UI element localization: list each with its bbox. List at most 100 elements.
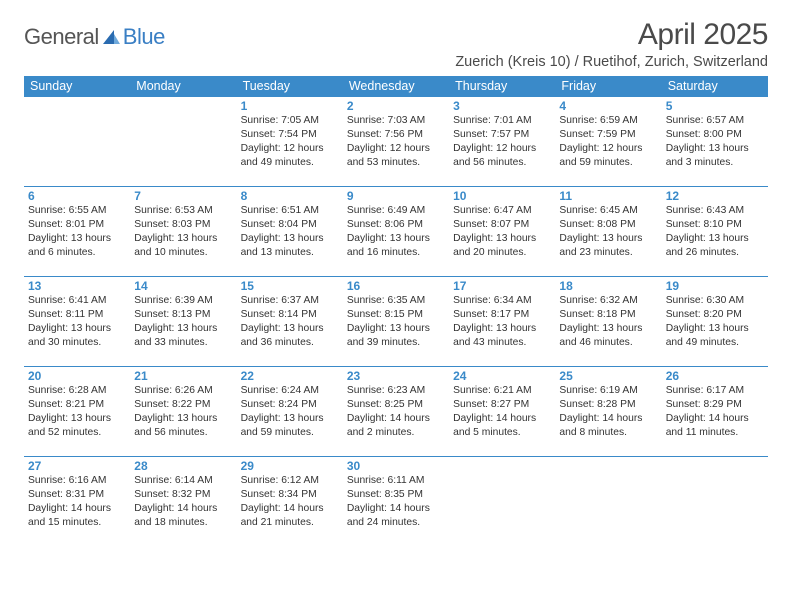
- day-info: Sunrise: 6:19 AMSunset: 8:28 PMDaylight:…: [559, 384, 657, 440]
- calendar-cell: 18Sunrise: 6:32 AMSunset: 8:18 PMDayligh…: [555, 277, 661, 367]
- day-number: 7: [134, 189, 232, 203]
- calendar-cell: 30Sunrise: 6:11 AMSunset: 8:35 PMDayligh…: [343, 457, 449, 547]
- day-info: Sunrise: 6:35 AMSunset: 8:15 PMDaylight:…: [347, 294, 445, 350]
- day-number: 9: [347, 189, 445, 203]
- calendar-cell: 3Sunrise: 7:01 AMSunset: 7:57 PMDaylight…: [449, 97, 555, 187]
- calendar-cell: 28Sunrise: 6:14 AMSunset: 8:32 PMDayligh…: [130, 457, 236, 547]
- calendar-cell: 14Sunrise: 6:39 AMSunset: 8:13 PMDayligh…: [130, 277, 236, 367]
- calendar-row: 6Sunrise: 6:55 AMSunset: 8:01 PMDaylight…: [24, 187, 768, 277]
- day-info: Sunrise: 6:59 AMSunset: 7:59 PMDaylight:…: [559, 114, 657, 170]
- day-number: 11: [559, 189, 657, 203]
- day-number: 17: [453, 279, 551, 293]
- calendar-table: SundayMondayTuesdayWednesdayThursdayFrid…: [24, 76, 768, 547]
- day-info: Sunrise: 7:03 AMSunset: 7:56 PMDaylight:…: [347, 114, 445, 170]
- day-info: Sunrise: 6:26 AMSunset: 8:22 PMDaylight:…: [134, 384, 232, 440]
- day-number: 1: [241, 99, 339, 113]
- day-info: Sunrise: 6:14 AMSunset: 8:32 PMDaylight:…: [134, 474, 232, 530]
- day-number: 25: [559, 369, 657, 383]
- day-number: 4: [559, 99, 657, 113]
- day-number: 27: [28, 459, 126, 473]
- day-info: Sunrise: 6:11 AMSunset: 8:35 PMDaylight:…: [347, 474, 445, 530]
- day-info: Sunrise: 6:23 AMSunset: 8:25 PMDaylight:…: [347, 384, 445, 440]
- day-header: Tuesday: [237, 76, 343, 97]
- day-number: 19: [666, 279, 764, 293]
- calendar-cell: 26Sunrise: 6:17 AMSunset: 8:29 PMDayligh…: [662, 367, 768, 457]
- calendar-cell: 12Sunrise: 6:43 AMSunset: 8:10 PMDayligh…: [662, 187, 768, 277]
- day-number: 21: [134, 369, 232, 383]
- day-header: Friday: [555, 76, 661, 97]
- calendar-row: 20Sunrise: 6:28 AMSunset: 8:21 PMDayligh…: [24, 367, 768, 457]
- day-info: Sunrise: 6:32 AMSunset: 8:18 PMDaylight:…: [559, 294, 657, 350]
- calendar-cell: 19Sunrise: 6:30 AMSunset: 8:20 PMDayligh…: [662, 277, 768, 367]
- day-number: 15: [241, 279, 339, 293]
- day-number: 20: [28, 369, 126, 383]
- calendar-cell: [555, 457, 661, 547]
- day-info: Sunrise: 6:47 AMSunset: 8:07 PMDaylight:…: [453, 204, 551, 260]
- calendar-cell: 8Sunrise: 6:51 AMSunset: 8:04 PMDaylight…: [237, 187, 343, 277]
- calendar-cell: 24Sunrise: 6:21 AMSunset: 8:27 PMDayligh…: [449, 367, 555, 457]
- calendar-body: 1Sunrise: 7:05 AMSunset: 7:54 PMDaylight…: [24, 97, 768, 547]
- day-info: Sunrise: 6:41 AMSunset: 8:11 PMDaylight:…: [28, 294, 126, 350]
- calendar-row: 1Sunrise: 7:05 AMSunset: 7:54 PMDaylight…: [24, 97, 768, 187]
- day-number: 30: [347, 459, 445, 473]
- calendar-cell: 22Sunrise: 6:24 AMSunset: 8:24 PMDayligh…: [237, 367, 343, 457]
- day-info: Sunrise: 6:49 AMSunset: 8:06 PMDaylight:…: [347, 204, 445, 260]
- day-number: 5: [666, 99, 764, 113]
- calendar-cell: 16Sunrise: 6:35 AMSunset: 8:15 PMDayligh…: [343, 277, 449, 367]
- calendar-cell: 6Sunrise: 6:55 AMSunset: 8:01 PMDaylight…: [24, 187, 130, 277]
- calendar-cell: [130, 97, 236, 187]
- calendar-cell: 5Sunrise: 6:57 AMSunset: 8:00 PMDaylight…: [662, 97, 768, 187]
- month-title: April 2025: [455, 18, 768, 52]
- day-number: 10: [453, 189, 551, 203]
- calendar-cell: [24, 97, 130, 187]
- day-number: 2: [347, 99, 445, 113]
- day-number: 8: [241, 189, 339, 203]
- day-info: Sunrise: 6:57 AMSunset: 8:00 PMDaylight:…: [666, 114, 764, 170]
- calendar-cell: [662, 457, 768, 547]
- calendar-cell: 23Sunrise: 6:23 AMSunset: 8:25 PMDayligh…: [343, 367, 449, 457]
- calendar-cell: 27Sunrise: 6:16 AMSunset: 8:31 PMDayligh…: [24, 457, 130, 547]
- day-info: Sunrise: 6:53 AMSunset: 8:03 PMDaylight:…: [134, 204, 232, 260]
- page-header: General Blue April 2025 Zuerich (Kreis 1…: [24, 18, 768, 70]
- day-number: 26: [666, 369, 764, 383]
- day-info: Sunrise: 6:34 AMSunset: 8:17 PMDaylight:…: [453, 294, 551, 350]
- day-number: 24: [453, 369, 551, 383]
- day-info: Sunrise: 6:21 AMSunset: 8:27 PMDaylight:…: [453, 384, 551, 440]
- day-number: 14: [134, 279, 232, 293]
- day-info: Sunrise: 6:43 AMSunset: 8:10 PMDaylight:…: [666, 204, 764, 260]
- calendar-cell: 20Sunrise: 6:28 AMSunset: 8:21 PMDayligh…: [24, 367, 130, 457]
- day-number: 28: [134, 459, 232, 473]
- title-block: April 2025 Zuerich (Kreis 10) / Ruetihof…: [455, 18, 768, 70]
- calendar-cell: 9Sunrise: 6:49 AMSunset: 8:06 PMDaylight…: [343, 187, 449, 277]
- calendar-cell: 7Sunrise: 6:53 AMSunset: 8:03 PMDaylight…: [130, 187, 236, 277]
- day-number: 16: [347, 279, 445, 293]
- day-number: 6: [28, 189, 126, 203]
- day-info: Sunrise: 6:39 AMSunset: 8:13 PMDaylight:…: [134, 294, 232, 350]
- day-info: Sunrise: 7:01 AMSunset: 7:57 PMDaylight:…: [453, 114, 551, 170]
- calendar-cell: 13Sunrise: 6:41 AMSunset: 8:11 PMDayligh…: [24, 277, 130, 367]
- day-number: 22: [241, 369, 339, 383]
- day-info: Sunrise: 6:37 AMSunset: 8:14 PMDaylight:…: [241, 294, 339, 350]
- calendar-cell: 4Sunrise: 6:59 AMSunset: 7:59 PMDaylight…: [555, 97, 661, 187]
- day-header: Monday: [130, 76, 236, 97]
- calendar-cell: 17Sunrise: 6:34 AMSunset: 8:17 PMDayligh…: [449, 277, 555, 367]
- calendar-cell: 2Sunrise: 7:03 AMSunset: 7:56 PMDaylight…: [343, 97, 449, 187]
- calendar-cell: [449, 457, 555, 547]
- day-header-row: SundayMondayTuesdayWednesdayThursdayFrid…: [24, 76, 768, 97]
- day-number: 3: [453, 99, 551, 113]
- calendar-cell: 11Sunrise: 6:45 AMSunset: 8:08 PMDayligh…: [555, 187, 661, 277]
- day-info: Sunrise: 6:17 AMSunset: 8:29 PMDaylight:…: [666, 384, 764, 440]
- brand-logo: General Blue: [24, 18, 165, 50]
- day-info: Sunrise: 6:45 AMSunset: 8:08 PMDaylight:…: [559, 204, 657, 260]
- day-header: Sunday: [24, 76, 130, 97]
- calendar-cell: 21Sunrise: 6:26 AMSunset: 8:22 PMDayligh…: [130, 367, 236, 457]
- day-info: Sunrise: 6:55 AMSunset: 8:01 PMDaylight:…: [28, 204, 126, 260]
- brand-word-general: General: [24, 24, 99, 50]
- day-number: 23: [347, 369, 445, 383]
- calendar-cell: 1Sunrise: 7:05 AMSunset: 7:54 PMDaylight…: [237, 97, 343, 187]
- day-info: Sunrise: 6:24 AMSunset: 8:24 PMDaylight:…: [241, 384, 339, 440]
- location-text: Zuerich (Kreis 10) / Ruetihof, Zurich, S…: [455, 54, 768, 70]
- calendar-head: SundayMondayTuesdayWednesdayThursdayFrid…: [24, 76, 768, 97]
- calendar-cell: 15Sunrise: 6:37 AMSunset: 8:14 PMDayligh…: [237, 277, 343, 367]
- day-number: 12: [666, 189, 764, 203]
